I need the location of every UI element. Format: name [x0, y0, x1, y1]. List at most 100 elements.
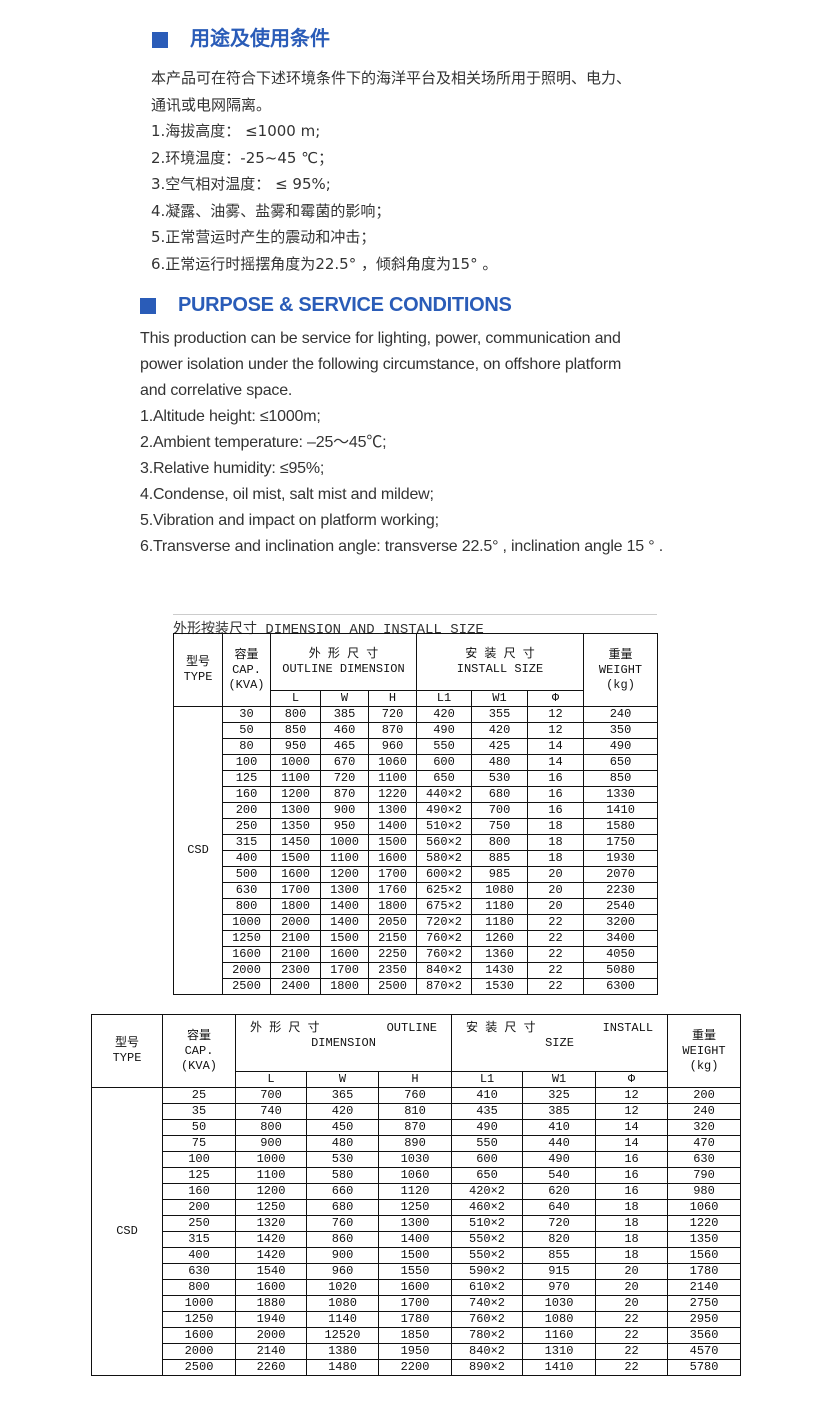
- table-cell: 1220: [368, 786, 417, 803]
- type-cell: CSD: [173, 706, 223, 995]
- subheader: W: [306, 1071, 379, 1088]
- table-cell: 885: [471, 850, 528, 867]
- table-row: 80 950 465 960 550 425 14 490: [174, 738, 658, 755]
- table-cell: 1200: [270, 786, 321, 803]
- dimension-table-1: 型号 TYPE 容量 CAP. (KVA) 外 形 尺 寸 OUTLINE DIMENS…: [173, 633, 658, 995]
- table-cell: 1330: [583, 786, 658, 803]
- table-cell: 470: [667, 1135, 742, 1152]
- table-cell: 1800: [270, 898, 321, 915]
- table-row: 1600 2000 12520 1850 780×2 1160 22 3560: [92, 1327, 742, 1344]
- square-bullet-icon: [140, 297, 156, 314]
- table-cell: 1140: [306, 1311, 379, 1328]
- table-cell: 680: [306, 1199, 379, 1216]
- table-cell: 20: [527, 866, 584, 883]
- table-cell: 1550: [377, 1263, 453, 1280]
- table-cell: 315: [162, 1231, 236, 1248]
- table-cell: 985: [471, 866, 528, 883]
- table-cell: 6300: [583, 978, 658, 995]
- table-cell: 385: [320, 706, 369, 723]
- table-cell: 1310: [522, 1343, 597, 1360]
- table-cell: 50: [222, 722, 271, 739]
- table-cell: 22: [595, 1311, 669, 1328]
- table-cell: 950: [320, 818, 369, 835]
- table-cell: 1200: [235, 1183, 307, 1200]
- table-cell: 1410: [522, 1359, 597, 1376]
- table-row: 1000 1880 1080 1700 740×2 1030 20 2750: [92, 1295, 742, 1312]
- table-cell: 2140: [235, 1343, 307, 1360]
- table-cell: 450: [306, 1119, 379, 1136]
- header-install: 安 装 尺 寸 INSTALL SIZE: [416, 633, 584, 691]
- table-cell: 420×2: [451, 1183, 524, 1200]
- table-cell: 760×2: [416, 930, 472, 947]
- table-cell: 720×2: [416, 914, 472, 931]
- table-row: 630 1540 960 1550 590×2 915 20 1780: [92, 1263, 742, 1280]
- table-cell: 660: [306, 1183, 379, 1200]
- table-row: CSD 25 700 365 760 410 325 12 200: [91, 1087, 742, 1376]
- table-cell: 16: [595, 1183, 669, 1200]
- table-cell: 600: [416, 754, 472, 771]
- table-cell: 590×2: [451, 1263, 524, 1280]
- table-row: 100 1000 670 1060 600 480 14 650: [174, 754, 658, 771]
- table-row: 200 1300 900 1300 490×2 700 16 1410: [174, 802, 658, 819]
- table-cell: 100: [222, 754, 271, 771]
- table-cell: 510×2: [416, 818, 472, 835]
- cn-heading-text: 用途及使用条件: [190, 26, 330, 50]
- table-cell: 200: [162, 1199, 236, 1216]
- en-line: 6.Transverse and inclination angle: tran…: [140, 538, 663, 555]
- table-cell: 1600: [162, 1327, 236, 1344]
- table-cell: 490: [583, 738, 658, 755]
- table-cell: 550×2: [451, 1231, 524, 1248]
- table-cell: 160: [162, 1183, 236, 1200]
- table-row: 630 1700 1300 1760 625×2 1080 20 2230: [174, 882, 658, 899]
- table-cell: 18: [595, 1231, 669, 1248]
- en-line: This production can be service for light…: [140, 330, 621, 347]
- table-cell: 1480: [306, 1359, 379, 1376]
- table-cell: 1260: [471, 930, 528, 947]
- table-cell: 850: [583, 770, 658, 787]
- table-cell: 1100: [320, 850, 369, 867]
- table-cell: 1540: [235, 1263, 307, 1280]
- table-cell: 2750: [667, 1295, 742, 1312]
- table-cell: 2350: [368, 962, 417, 979]
- table-cell: 530: [306, 1151, 379, 1168]
- table-cell: 1700: [368, 866, 417, 883]
- cn-line: 4.凝露、油雾、盐雾和霉菌的影响；: [151, 201, 391, 220]
- table-cell: 580: [306, 1167, 379, 1184]
- table-cell: 2230: [583, 882, 658, 899]
- table-cell: 620: [522, 1183, 597, 1200]
- table-cell: 1060: [368, 754, 417, 771]
- table-cell: 800: [471, 834, 528, 851]
- table-cell: 35: [162, 1103, 236, 1120]
- table-cell: 890: [377, 1135, 453, 1152]
- table-cell: 980: [667, 1183, 742, 1200]
- table-cell: 1400: [377, 1231, 453, 1248]
- table-cell: 1250: [377, 1199, 453, 1216]
- table-cell: 1020: [306, 1279, 379, 1296]
- table-cell: 2300: [270, 962, 321, 979]
- table-cell: 760: [377, 1087, 453, 1104]
- en-section-heading: PURPOSE & SERVICE CONDITIONS: [140, 294, 512, 317]
- table-cell: 5080: [583, 962, 658, 979]
- table-row: 50 850 460 870 490 420 12 350: [174, 722, 658, 739]
- table-cell: 460: [320, 722, 369, 739]
- table-cell: 1200: [320, 866, 369, 883]
- table-cell: 680: [471, 786, 528, 803]
- cn-paragraph: 本产品可在符合下述环境条件下的海洋平台及相关场所用于照明、电力、 通讯或电网隔离…: [151, 65, 631, 277]
- en-heading-text: PURPOSE & SERVICE CONDITIONS: [178, 294, 512, 316]
- header-outline: 外 形 尺 寸 OUTLINE DIMENSION: [270, 633, 417, 691]
- table-cell: 480: [471, 754, 528, 771]
- table-cell: 720: [320, 770, 369, 787]
- table-cell: 820: [522, 1231, 597, 1248]
- table-cell: 650: [416, 770, 472, 787]
- table-cell: 350: [583, 722, 658, 739]
- table-cell: 425: [471, 738, 528, 755]
- table-cell: 240: [583, 706, 658, 723]
- table-row: 160 1200 660 1120 420×2 620 16 980: [92, 1183, 742, 1200]
- table-cell: 420: [416, 706, 472, 723]
- table-cell: 530: [471, 770, 528, 787]
- table-cell: 400: [222, 850, 271, 867]
- subheader: Φ: [595, 1071, 669, 1088]
- en-line: 4.Condense, oil mist, salt mist and mild…: [140, 486, 434, 503]
- table-cell: 1430: [471, 962, 528, 979]
- table-cell: 800: [270, 706, 321, 723]
